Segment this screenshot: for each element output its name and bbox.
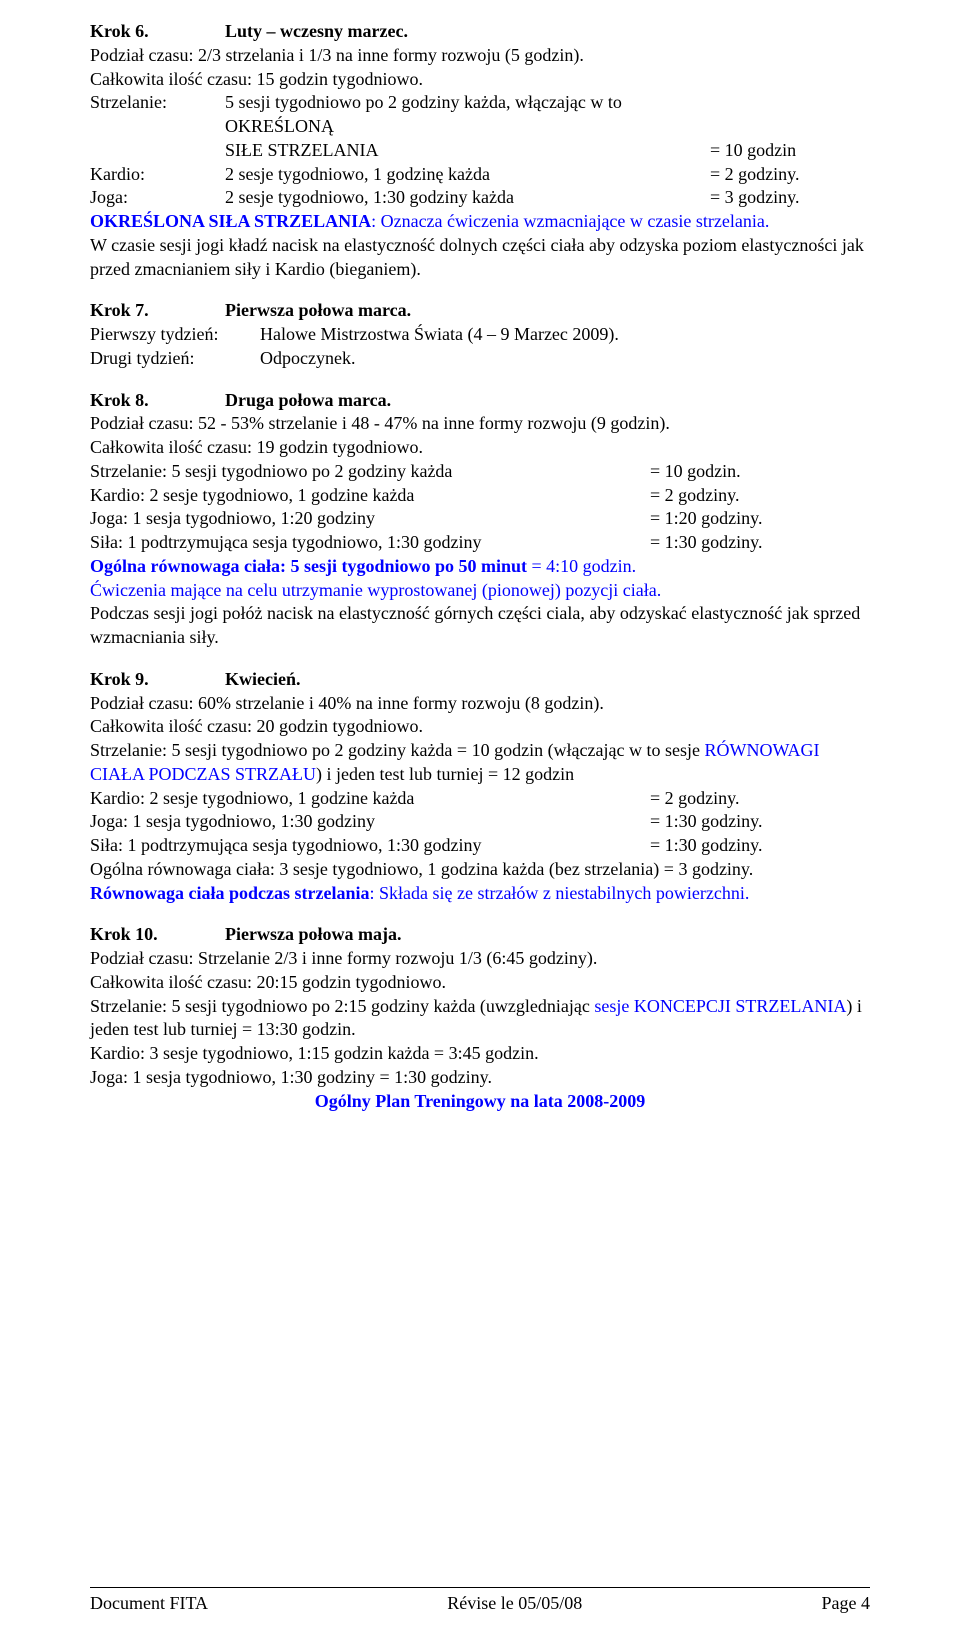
krok8-r4: Siła: 1 podtrzymująca sesja tygodniowo, … [90,531,870,555]
krok9-l3: Strzelanie: 5 sesji tygodniowo po 2 godz… [90,739,870,787]
krok9-r3a: Siła: 1 podtrzymująca sesja tygodniowo, … [90,834,650,858]
krok6-r3-label: Joga: [90,186,225,210]
krok7-r1-r: Halowe Mistrzostwa Świata (4 – 9 Marzec … [260,323,619,347]
krok8-r2b: = 2 godziny. [650,484,870,508]
krok10-title-right: Pierwsza połowa maja. [225,923,401,947]
krok6-blue-a: OKREŚLONA SIŁA STRZELANIA [90,211,371,231]
krok9-title-right: Kwiecień. [225,668,300,692]
krok6-r1b: SIŁE STRZELANIA [225,139,710,163]
krok8-r1b: = 10 godzin. [650,460,870,484]
krok7-row1: Pierwszy tydzień: Halowe Mistrzostwa Świ… [90,323,870,347]
krok9-r3: Siła: 1 podtrzymująca sesja tygodniowo, … [90,834,870,858]
krok6-r2-val: = 2 godziny. [710,163,870,187]
krok9-r2b: = 1:30 godziny. [650,810,870,834]
krok10-l4: Kardio: 3 sesje tygodniowo, 1:15 godzin … [90,1042,870,1066]
plan-title: Ogólny Plan Treningowy na lata 2008-2009 [90,1090,870,1114]
krok7-r1-l: Pierwszy tydzień: [90,323,260,347]
krok6-r3-text: 2 sesje tygodniowo, 1:30 godziny każda [225,186,710,210]
krok9-l1: Podział czasu: 60% strzelanie i 40% na i… [90,692,870,716]
krok7-title: Krok 7. Pierwsza połowa marca. [90,299,870,323]
footer-center: Révise le 05/05/08 [447,1592,582,1616]
krok6-r2-text: 2 sesje tygodniowo, 1 godzinę każda [225,163,710,187]
krok8-p1: Podczas sesji jogi połóż nacisk na elast… [90,602,870,650]
krok9-l2: Całkowita ilość czasu: 20 godzin tygodni… [90,715,870,739]
krok8-r1: Strzelanie: 5 sesji tygodniowo po 2 godz… [90,460,870,484]
krok10-l2: Całkowita ilość czasu: 20:15 godzin tygo… [90,971,870,995]
krok10-title: Krok 10. Pierwsza połowa maja. [90,923,870,947]
krok9-r2a: Joga: 1 sesja tygodniowo, 1:30 godziny [90,810,650,834]
krok6-blue-b: : Oznacza ćwiczenia wzmacniające w czasi… [371,211,769,231]
krok6-blue-note: OKREŚLONA SIŁA STRZELANIA: Oznacza ćwicz… [90,210,870,234]
krok9-l3b: ) i jeden test lub turniej = 12 godzin [316,764,574,784]
krok8-r2: Kardio: 2 sesje tygodniowo, 1 godzine ka… [90,484,870,508]
krok10-l1: Podział czasu: Strzelanie 2/3 i inne for… [90,947,870,971]
krok9-blue: Równowaga ciała podczas strzelania: Skła… [90,882,870,906]
krok7-title-left: Krok 7. [90,299,225,323]
krok10-title-left: Krok 10. [90,923,225,947]
krok9-r1a: Kardio: 2 sesje tygodniowo, 1 godzine ka… [90,787,650,811]
krok6-grid: Strzelanie: 5 sesji tygodniowo po 2 godz… [90,91,870,210]
krok8-r3a: Joga: 1 sesja tygodniowo, 1:20 godziny [90,507,650,531]
krok9-r1: Kardio: 2 sesje tygodniowo, 1 godzine ka… [90,787,870,811]
krok9-blue-a: Równowaga ciała podczas strzelania [90,883,369,903]
krok8-r3b: = 1:20 godziny. [650,507,870,531]
krok10-l5: Joga: 1 sesja tygodniowo, 1:30 godziny =… [90,1066,870,1090]
krok7-title-right: Pierwsza połowa marca. [225,299,411,323]
page-footer: Document FITA Révise le 05/05/08 Page 4 [90,1587,870,1616]
krok6-r1-label: Strzelanie: [90,91,225,139]
krok8-r2a: Kardio: 2 sesje tygodniowo, 1 godzine ka… [90,484,650,508]
krok8-l2: Całkowita ilość czasu: 19 godzin tygodni… [90,436,870,460]
krok9-r3b: = 1:30 godziny. [650,834,870,858]
krok10-l3: Strzelanie: 5 sesji tygodniowo po 2:15 g… [90,995,870,1043]
footer-left: Document FITA [90,1592,208,1616]
krok9-title: Krok 9. Kwiecień. [90,668,870,692]
footer-divider [90,1587,870,1588]
krok6-r1-val: = 10 godzin [710,139,870,163]
krok10-l3a: Strzelanie: 5 sesji tygodniowo po 2:15 g… [90,996,594,1016]
krok8-title-left: Krok 8. [90,389,225,413]
krok6-r1-text: 5 sesji tygodniowo po 2 godziny każda, w… [225,91,710,139]
krok9-title-left: Krok 9. [90,668,225,692]
krok6-line2: Całkowita ilość czasu: 15 godzin tygodni… [90,68,870,92]
krok8-r4a: Siła: 1 podtrzymująca sesja tygodniowo, … [90,531,650,555]
krok8-l1: Podział czasu: 52 - 53% strzelanie i 48 … [90,412,870,436]
krok6-title-right: Luty – wczesny marzec. [225,20,408,44]
krok9-r2: Joga: 1 sesja tygodniowo, 1:30 godziny =… [90,810,870,834]
krok8-blue1: Ogólna równowaga ciała: 5 sesji tygodnio… [90,555,870,579]
krok8-r1a: Strzelanie: 5 sesji tygodniowo po 2 godz… [90,460,650,484]
krok9-blue-b: : Składa się ze strzałów z niestabilnych… [369,883,749,903]
krok6-title-left: Krok 6. [90,20,225,44]
krok8-title: Krok 8. Druga połowa marca. [90,389,870,413]
krok8-r3: Joga: 1 sesja tygodniowo, 1:20 godziny =… [90,507,870,531]
krok6-r3-val: = 3 godziny. [710,186,870,210]
document-page: Krok 6. Luty – wczesny marzec. Podział c… [0,0,960,1646]
krok9-l4: Ogólna równowaga ciała: 3 sesje tygodnio… [90,858,870,882]
krok9-r1b: = 2 godziny. [650,787,870,811]
krok8-r4b: = 1:30 godziny. [650,531,870,555]
krok6-line1: Podział czasu: 2/3 strzelania i 1/3 na i… [90,44,870,68]
krok10-l3blue-pre: sesje [594,996,634,1016]
krok8-title-right: Druga połowa marca. [225,389,391,413]
footer-right: Page 4 [822,1592,871,1616]
krok7-r2-r: Odpoczynek. [260,347,355,371]
krok9-l3a: Strzelanie: 5 sesji tygodniowo po 2 godz… [90,740,705,760]
krok7-r2-l: Drugi tydzień: [90,347,260,371]
krok6-title: Krok 6. Luty – wczesny marzec. [90,20,870,44]
krok10-l3blue: KONCEPCJI STRZELANIA [634,996,847,1016]
krok8-blue2: Ćwiczenia mające na celu utrzymanie wypr… [90,579,870,603]
krok8-blue-a: Ogólna równowaga ciała: 5 sesji tygodnio… [90,556,527,576]
krok8-blue-b: = 4:10 godzin. [527,556,636,576]
krok6-p1: W czasie sesji jogi kładź nacisk na elas… [90,234,870,282]
krok6-r2-label: Kardio: [90,163,225,187]
krok7-row2: Drugi tydzień: Odpoczynek. [90,347,870,371]
